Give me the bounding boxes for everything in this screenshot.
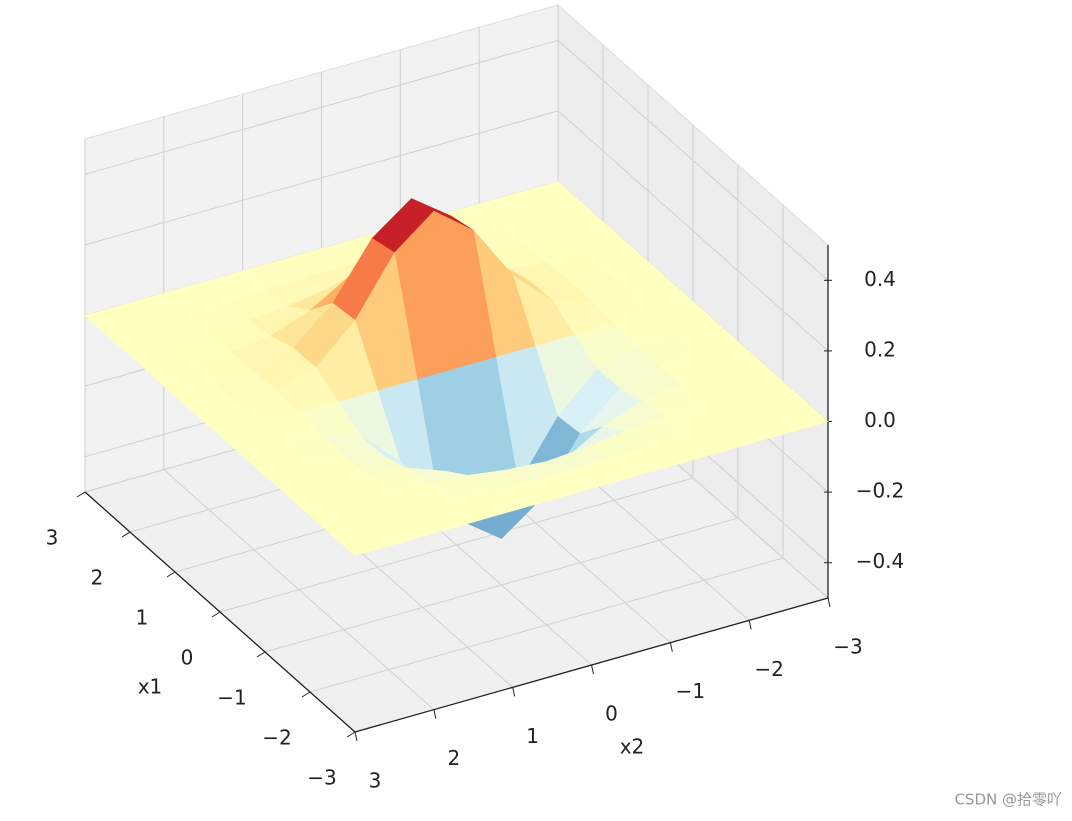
grid-line xyxy=(84,110,559,246)
x2-tick-label: 3 xyxy=(369,769,382,793)
tick-mark xyxy=(433,709,437,719)
x1-tick-label: 3 xyxy=(46,526,59,550)
grid-line xyxy=(84,39,559,175)
x1-tick-label: 1 xyxy=(136,606,149,630)
tick-mark xyxy=(354,731,358,742)
surface-patch xyxy=(331,523,396,556)
tick-mark xyxy=(211,611,221,618)
tick-mark xyxy=(512,687,516,697)
tick-mark xyxy=(669,642,673,652)
x1-axis-label: x1 xyxy=(138,675,163,699)
x2-tick-label: −2 xyxy=(754,657,783,681)
tick-mark xyxy=(256,651,266,658)
x2-axis-label: x2 xyxy=(620,735,645,759)
tick-mark xyxy=(166,571,176,578)
z-tick-label: −0.2 xyxy=(856,479,905,503)
z-tick-label: 0.4 xyxy=(864,267,896,291)
tick-mark xyxy=(121,531,131,538)
tick-mark xyxy=(76,491,86,498)
grid-line xyxy=(557,110,829,352)
grid-line xyxy=(163,469,435,711)
x2-tick-label: −1 xyxy=(676,679,705,703)
x2-tick-label: 0 xyxy=(605,702,618,726)
x2-tick-label: 2 xyxy=(447,746,460,770)
x2-tick-label: −3 xyxy=(833,635,862,659)
z-tick-label: −0.4 xyxy=(856,549,905,573)
tick-mark xyxy=(346,731,356,738)
grid-line xyxy=(557,39,829,281)
x2-tick-label: 1 xyxy=(526,724,539,748)
tick-mark xyxy=(748,620,752,630)
x1-tick-label: −1 xyxy=(217,686,246,710)
x1-tick-label: −2 xyxy=(262,726,291,750)
x1-tick-label: 0 xyxy=(181,646,194,670)
tick-mark xyxy=(591,664,594,675)
tick-mark xyxy=(827,597,831,608)
tick-mark xyxy=(301,691,311,698)
watermark: CSDN @拾零吖 xyxy=(954,791,1062,809)
x1-tick-label: −3 xyxy=(307,766,336,790)
z-tick-label: 0.0 xyxy=(864,408,896,432)
x1-tick-label: 2 xyxy=(91,566,104,590)
z-tick-label: 0.2 xyxy=(864,337,896,361)
